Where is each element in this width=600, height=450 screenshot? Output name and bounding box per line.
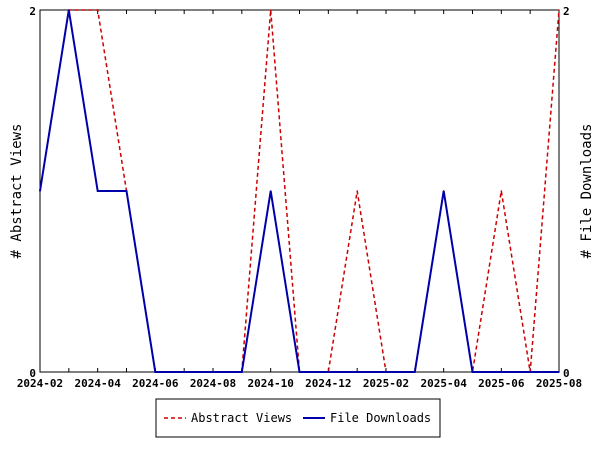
data-point [269,190,272,192]
data-point [298,371,301,373]
x-tick-label: 2024-12 [305,377,351,390]
data-point [269,9,272,11]
left-axis-title: # Abstract Views [9,124,25,259]
legend-label-abstract-views: Abstract Views [191,411,292,425]
data-point [212,371,214,373]
data-point [96,190,99,192]
data-point [154,371,157,373]
y-tick-label-left: 2 [29,5,36,18]
data-point [500,190,503,192]
data-point [414,371,416,373]
x-tick-label: 2025-08 [536,377,582,390]
y-tick-label-right: 0 [563,367,570,380]
tick-labels: 2024-02 2024-04 2024-06 2024-08 2024-10 2024-… [17,5,582,390]
data-point [558,371,560,373]
x-tick-label: 2024-04 [74,377,121,390]
data-point [68,9,70,11]
x-tick-label: 2024-02 [17,377,63,390]
x-tick-label: 2024-08 [190,377,236,390]
legend-label-file-downloads: File Downloads [330,411,431,425]
data-point [442,190,445,192]
x-tick-label: 2024-06 [132,377,179,390]
legend-box [155,398,441,438]
legend: Abstract Views File Downloads [155,398,441,438]
data-point [529,371,531,373]
right-axis-title: # File Downloads [579,124,595,259]
data-point [327,371,330,373]
series-layer [39,9,560,373]
data-point [471,371,474,373]
x-tick-label: 2025-06 [478,377,525,390]
data-point [39,190,41,192]
data-point [96,9,99,11]
data-point [241,371,243,373]
data-point [385,371,387,373]
y-tick-label-left: 0 [29,367,36,380]
y-tick-label-right: 2 [563,5,570,18]
x-tick-label: 2024-10 [247,377,293,390]
x-tick-label: 2025-02 [363,377,409,390]
x-tick-label: 2025-04 [420,377,467,390]
data-point [125,190,128,192]
data-point [356,190,358,192]
data-point [500,371,503,373]
data-point [356,371,358,373]
data-point [558,9,560,11]
data-point [183,371,185,373]
